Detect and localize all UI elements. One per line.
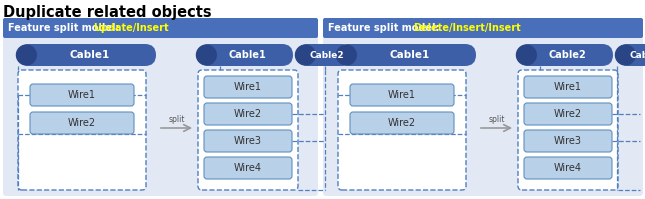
Circle shape <box>197 45 216 65</box>
Text: Wire1: Wire1 <box>68 90 96 100</box>
Text: Cable1: Cable1 <box>389 50 430 60</box>
Text: Wire4: Wire4 <box>554 163 582 173</box>
Circle shape <box>295 45 315 65</box>
Text: Cable1: Cable1 <box>229 50 266 60</box>
Text: Delete/Insert/Insert: Delete/Insert/Insert <box>413 23 521 33</box>
FancyBboxPatch shape <box>204 76 292 98</box>
Text: Wire1: Wire1 <box>234 82 262 92</box>
Text: Wire4: Wire4 <box>234 163 262 173</box>
Text: Wire3: Wire3 <box>554 136 582 146</box>
FancyBboxPatch shape <box>198 44 293 66</box>
FancyBboxPatch shape <box>297 44 352 66</box>
FancyBboxPatch shape <box>204 103 292 125</box>
Text: Wire2: Wire2 <box>554 109 582 119</box>
FancyBboxPatch shape <box>30 112 134 134</box>
Circle shape <box>615 45 635 65</box>
Text: Wire3: Wire3 <box>234 136 262 146</box>
FancyBboxPatch shape <box>524 157 612 179</box>
Text: Duplicate related objects: Duplicate related objects <box>3 6 212 20</box>
FancyBboxPatch shape <box>524 130 612 152</box>
Text: Feature split model:: Feature split model: <box>328 23 443 33</box>
FancyBboxPatch shape <box>18 70 146 190</box>
FancyBboxPatch shape <box>350 112 454 134</box>
Text: Update/Insert: Update/Insert <box>93 23 169 33</box>
Text: Wire2: Wire2 <box>234 109 262 119</box>
FancyBboxPatch shape <box>524 76 612 98</box>
FancyBboxPatch shape <box>18 44 156 66</box>
Text: Feature split model:: Feature split model: <box>8 23 123 33</box>
Text: Cable2: Cable2 <box>549 50 586 60</box>
FancyBboxPatch shape <box>3 18 318 196</box>
Circle shape <box>17 45 36 65</box>
FancyBboxPatch shape <box>323 18 643 38</box>
Text: Cable3: Cable3 <box>630 51 645 60</box>
Text: Cable2: Cable2 <box>310 51 344 60</box>
FancyBboxPatch shape <box>3 18 318 38</box>
FancyBboxPatch shape <box>518 44 613 66</box>
Text: Wire2: Wire2 <box>388 118 416 128</box>
Text: split: split <box>168 115 184 124</box>
Text: Wire1: Wire1 <box>554 82 582 92</box>
Text: Wire2: Wire2 <box>68 118 96 128</box>
FancyBboxPatch shape <box>204 130 292 152</box>
FancyBboxPatch shape <box>204 157 292 179</box>
FancyBboxPatch shape <box>617 44 645 66</box>
FancyBboxPatch shape <box>338 70 466 190</box>
Circle shape <box>337 45 356 65</box>
FancyBboxPatch shape <box>198 70 298 190</box>
FancyBboxPatch shape <box>30 84 134 106</box>
Text: Wire1: Wire1 <box>388 90 416 100</box>
Text: split: split <box>488 115 505 124</box>
FancyBboxPatch shape <box>350 84 454 106</box>
FancyBboxPatch shape <box>338 44 476 66</box>
Text: Cable1: Cable1 <box>69 50 109 60</box>
Circle shape <box>517 45 536 65</box>
FancyBboxPatch shape <box>524 103 612 125</box>
FancyBboxPatch shape <box>323 18 643 196</box>
FancyBboxPatch shape <box>518 70 618 190</box>
